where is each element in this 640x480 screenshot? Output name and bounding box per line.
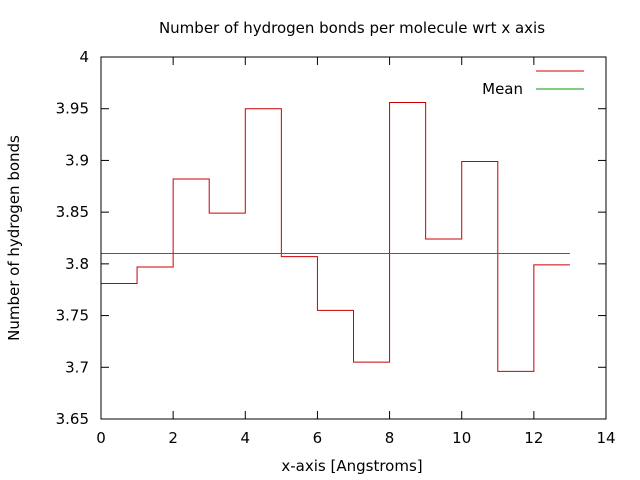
- x-tick-label: 10: [452, 429, 471, 447]
- axis-tick-labels: 0 2 4 6 8 10 12 14 3.65 3.7 3.75 3.8 3.85 3.9 3.95 4: [56, 48, 616, 447]
- x-tick-label: 14: [596, 429, 615, 447]
- x-tick-label: 6: [313, 429, 323, 447]
- y-tick-label: 4: [79, 48, 89, 66]
- plot-frame: [100, 56, 607, 420]
- x-tick-label: 8: [385, 429, 395, 447]
- y-tick-label: 3.85: [56, 203, 89, 221]
- y-tick-label: 3.65: [56, 410, 89, 428]
- x-tick-label: 2: [168, 429, 178, 447]
- y-tick-label: 3.8: [65, 255, 89, 273]
- legend: Mean: [482, 70, 584, 98]
- chart-title: Number of hydrogen bonds per molecule wr…: [159, 19, 545, 37]
- y-tick-label: 3.7: [65, 358, 89, 376]
- x-tick-label: 0: [96, 429, 106, 447]
- x-axis-label: x-axis [Angstroms]: [281, 457, 422, 475]
- series-layer: [101, 102, 570, 372]
- x-tick-label: 4: [241, 429, 251, 447]
- x-tick-label: 12: [524, 429, 543, 447]
- legend-label: Mean: [482, 80, 523, 98]
- y-tick-label: 3.75: [56, 307, 89, 325]
- hbond-step-series: [101, 102, 570, 372]
- y-tick-label: 3.95: [56, 100, 89, 118]
- y-tick-label: 3.9: [65, 151, 89, 169]
- y-axis-label: Number of hydrogen bonds: [5, 135, 23, 341]
